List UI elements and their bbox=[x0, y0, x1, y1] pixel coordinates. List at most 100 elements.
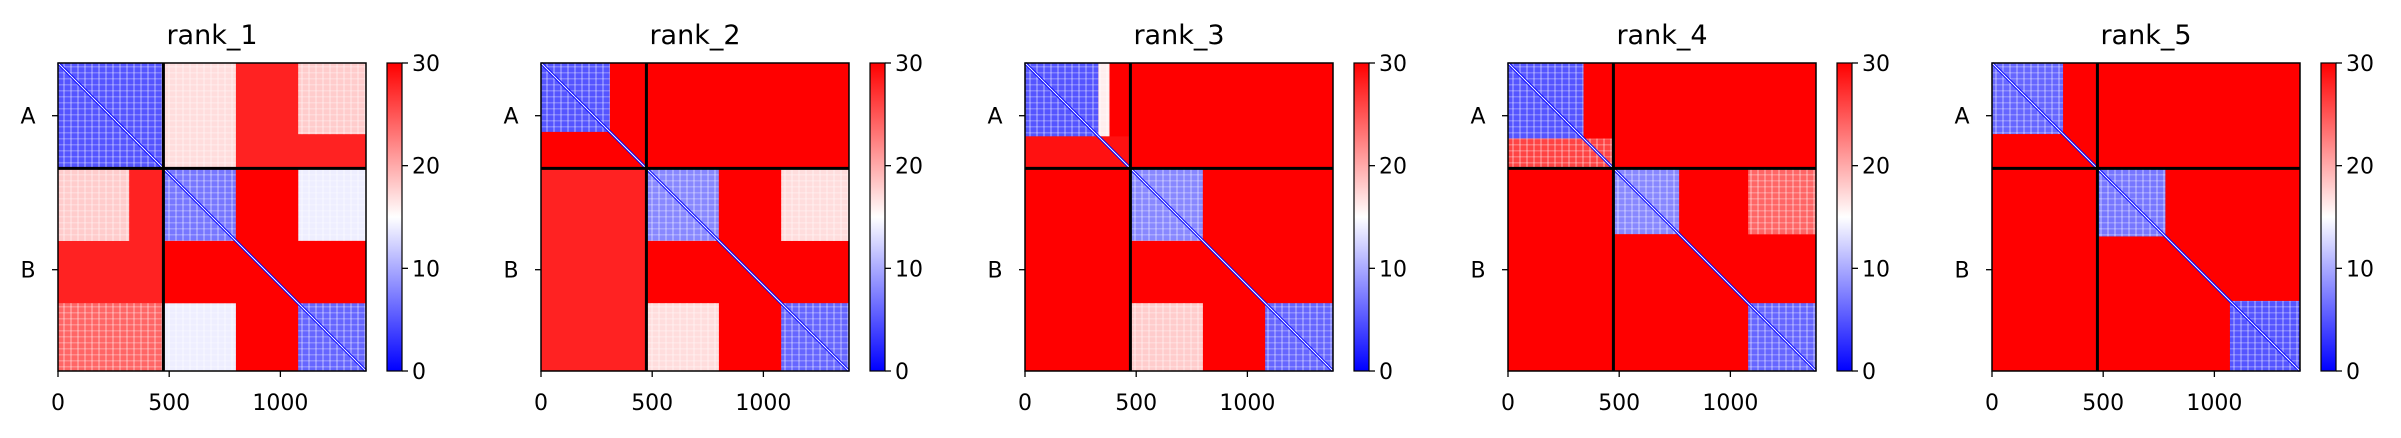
colorbar-tick-label: 0 bbox=[2346, 360, 2360, 385]
colorbar-tick-label: 0 bbox=[412, 360, 426, 385]
heatmap-block-texture bbox=[298, 63, 366, 135]
colorbar-tick-label: 10 bbox=[1379, 257, 1407, 282]
heatmap-block bbox=[298, 240, 366, 304]
heatmap-block bbox=[2097, 300, 2166, 371]
colorbar-tick-label: 20 bbox=[412, 155, 440, 180]
colorbar-tick-label: 10 bbox=[2346, 257, 2374, 282]
heatmap-block bbox=[541, 168, 647, 371]
colorbar bbox=[2321, 63, 2336, 371]
y-tick-label: B bbox=[987, 259, 1002, 284]
heatmap-block bbox=[541, 131, 647, 169]
heatmap-block bbox=[1265, 168, 1333, 241]
colorbar-tick-label: 0 bbox=[1379, 360, 1393, 385]
x-tick-label: 500 bbox=[148, 391, 190, 416]
heatmap-block bbox=[1202, 168, 1266, 304]
colorbar-tick-label: 30 bbox=[895, 52, 923, 77]
x-tick-label: 0 bbox=[1501, 391, 1515, 416]
heatmap-block-texture bbox=[163, 303, 236, 371]
heatmap-block bbox=[2097, 63, 2300, 169]
heatmap-panel-4: rank_4 0 500 1000 A B 0 10 20 30 bbox=[1470, 20, 1890, 416]
y-tick-label: A bbox=[503, 105, 518, 130]
colorbar-tick-label: 20 bbox=[895, 155, 923, 180]
colorbar bbox=[870, 63, 885, 371]
heatmap-block-texture bbox=[1130, 303, 1203, 371]
heatmap-block bbox=[1679, 168, 1749, 304]
heatmap-block bbox=[646, 240, 719, 304]
heatmap-block bbox=[2165, 168, 2230, 301]
panel-title: rank_4 bbox=[1616, 20, 1707, 51]
heatmap-block bbox=[718, 168, 782, 304]
colorbar-tick-label: 0 bbox=[895, 360, 909, 385]
heatmap-block bbox=[1130, 240, 1203, 304]
heatmap-frame bbox=[1991, 62, 2301, 372]
heatmap-block-texture bbox=[781, 168, 849, 241]
colorbar bbox=[1837, 63, 1852, 371]
heatmap-block-texture bbox=[1508, 138, 1614, 169]
colorbar-frame bbox=[386, 62, 403, 372]
heatmap-block-texture bbox=[1748, 168, 1816, 235]
colorbar-frame bbox=[1836, 62, 1853, 372]
colorbar-tick-label: 30 bbox=[412, 52, 440, 77]
colorbar-frame bbox=[1353, 62, 1370, 372]
colorbar-tick-label: 20 bbox=[1379, 155, 1407, 180]
heatmap-diagonal-highlight bbox=[57, 62, 367, 372]
colorbar bbox=[387, 63, 402, 371]
heatmap-block bbox=[1508, 168, 1614, 371]
heatmap-panel-2: rank_2 0 500 1000 A B 0 10 20 30 bbox=[503, 20, 923, 416]
heatmap-block bbox=[1748, 234, 1816, 304]
heatmap-frame bbox=[1024, 62, 1334, 372]
heatmap-block-texture bbox=[1098, 63, 1110, 137]
heatmap-block bbox=[235, 168, 299, 304]
heatmap-frame bbox=[57, 62, 367, 372]
panel-title: rank_2 bbox=[649, 20, 740, 51]
heatmap-diagonal-highlight bbox=[1991, 62, 2301, 372]
heatmap-diagonal-highlight bbox=[1507, 62, 1817, 372]
x-tick-label: 0 bbox=[1985, 391, 1999, 416]
x-tick-label: 0 bbox=[1018, 391, 1032, 416]
y-tick-label: A bbox=[1954, 105, 1969, 130]
heatmap-diagonal-highlight bbox=[540, 62, 850, 372]
y-tick-label: B bbox=[20, 259, 35, 284]
y-tick-label: B bbox=[1954, 259, 1969, 284]
colorbar-tick-label: 10 bbox=[895, 257, 923, 282]
x-tick-label: 500 bbox=[2082, 391, 2124, 416]
heatmap-block bbox=[1130, 63, 1333, 169]
colorbar-frame bbox=[869, 62, 886, 372]
x-tick-label: 0 bbox=[534, 391, 548, 416]
heatmap-frame bbox=[540, 62, 850, 372]
colorbar-tick-label: 20 bbox=[1862, 155, 1890, 180]
colorbar-tick-label: 30 bbox=[2346, 52, 2374, 77]
heatmap-block bbox=[1613, 63, 1816, 169]
heatmap-panel-1: rank_1 0 500 1000 A B 0 10 20 30 bbox=[20, 20, 440, 416]
x-tick-label: 500 bbox=[1598, 391, 1640, 416]
heatmap-block-texture bbox=[163, 63, 236, 169]
x-tick-label: 500 bbox=[631, 391, 673, 416]
panel-title: rank_1 bbox=[166, 20, 257, 51]
x-tick-label: 500 bbox=[1115, 391, 1157, 416]
heatmap-block bbox=[2229, 236, 2300, 301]
heatmap-block bbox=[1025, 168, 1131, 371]
y-tick-label: B bbox=[503, 259, 518, 284]
heatmap-block bbox=[163, 240, 236, 304]
heatmap-frame bbox=[1507, 62, 1817, 372]
colorbar-tick-label: 20 bbox=[2346, 155, 2374, 180]
heatmap-block bbox=[1265, 240, 1333, 304]
colorbar-tick-label: 30 bbox=[1379, 52, 1407, 77]
colorbar-frame bbox=[2320, 62, 2337, 372]
heatmap-block bbox=[2229, 168, 2300, 237]
heatmap-block-texture bbox=[298, 168, 366, 241]
colorbar-tick-label: 10 bbox=[1862, 257, 1890, 282]
heatmap-block bbox=[646, 63, 849, 169]
panel-title: rank_3 bbox=[1133, 20, 1224, 51]
heatmap-diagonal-highlight bbox=[1024, 62, 1334, 372]
heatmap-block-texture bbox=[58, 168, 130, 241]
y-tick-label: A bbox=[1470, 105, 1485, 130]
x-tick-label: 1000 bbox=[252, 391, 308, 416]
x-tick-label: 1000 bbox=[735, 391, 791, 416]
x-tick-label: 0 bbox=[51, 391, 65, 416]
heatmap-block bbox=[2097, 236, 2166, 301]
x-tick-label: 1000 bbox=[2186, 391, 2242, 416]
y-tick-label: B bbox=[1470, 259, 1485, 284]
x-tick-label: 1000 bbox=[1219, 391, 1275, 416]
